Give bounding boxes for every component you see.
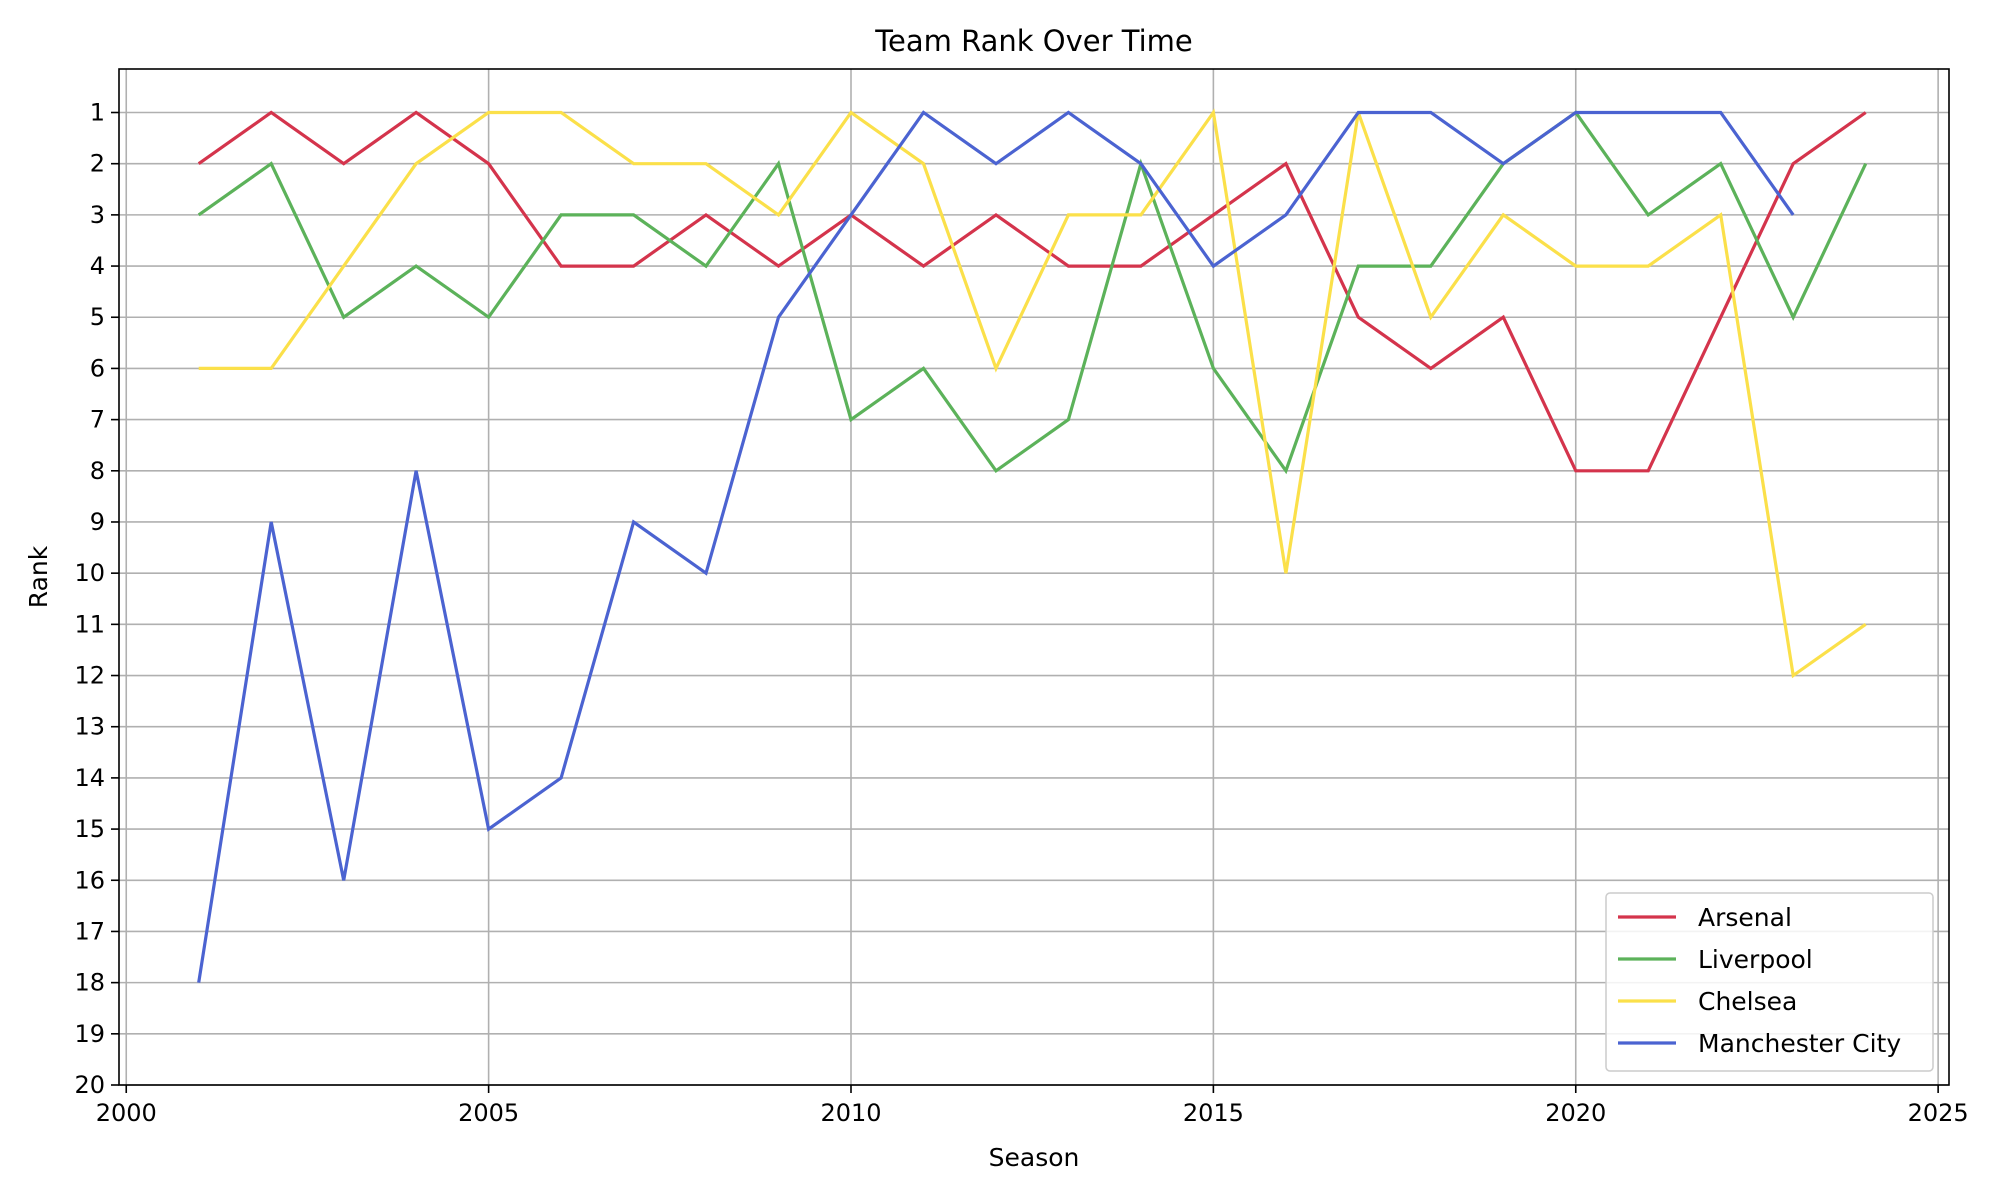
plot-series: [197, 108, 1868, 983]
legend-label: Chelsea: [1698, 987, 1797, 1016]
x-axis: 2000 2005 2010 2015 2020 2025: [96, 1085, 1969, 1127]
y-tick-label: 10: [74, 559, 105, 587]
x-tick-label: 2015: [1183, 1099, 1244, 1127]
y-tick-label: 14: [74, 764, 105, 792]
y-tick-label: 4: [90, 252, 105, 280]
y-tick-label: 20: [74, 1071, 105, 1099]
y-tick-label: 13: [74, 713, 105, 741]
y-tick-label: 19: [74, 1020, 105, 1048]
plot-frame: [118, 68, 1950, 1086]
x-tick-label: 2020: [1545, 1099, 1606, 1127]
y-tick-label: 11: [74, 610, 105, 638]
y-tick-label: 1: [90, 99, 105, 127]
x-tick-label: 2025: [1908, 1099, 1969, 1127]
series-line-liverpool: [197, 110, 1868, 475]
y-tick-label: 2: [90, 150, 105, 178]
y-tick-label: 16: [74, 866, 105, 894]
chart-title: Team Rank Over Time: [874, 24, 1193, 58]
y-tick-label: 8: [90, 457, 105, 485]
series-line-arsenal: [197, 110, 1867, 473]
x-tick-label: 2010: [820, 1099, 881, 1127]
y-tick-label: 9: [90, 508, 105, 536]
y-tick-label: 5: [90, 303, 105, 331]
y-axis-label: Rank: [24, 545, 53, 608]
x-tick-label: 2000: [96, 1099, 157, 1127]
legend-label: Liverpool: [1698, 945, 1813, 974]
x-tick-label: 2005: [458, 1099, 519, 1127]
series-line-chelsea: [198, 108, 1867, 679]
y-tick-label: 17: [74, 917, 105, 945]
y-tick-label: 18: [74, 969, 105, 997]
legend: Arsenal Liverpool Chelsea Manchester City: [1605, 892, 1934, 1072]
legend-label: Arsenal: [1698, 903, 1792, 932]
y-tick-label: 12: [74, 662, 105, 690]
y-tick-label: 3: [90, 201, 105, 229]
legend-label: Manchester City: [1698, 1029, 1901, 1058]
y-tick-label: 15: [74, 815, 105, 843]
y-tick-label: 7: [90, 406, 105, 434]
x-axis-label: Season: [989, 1143, 1080, 1172]
series-line-manchester-city: [197, 110, 1795, 983]
legend-box: [1605, 892, 1934, 1072]
y-tick-label: 6: [90, 354, 105, 382]
